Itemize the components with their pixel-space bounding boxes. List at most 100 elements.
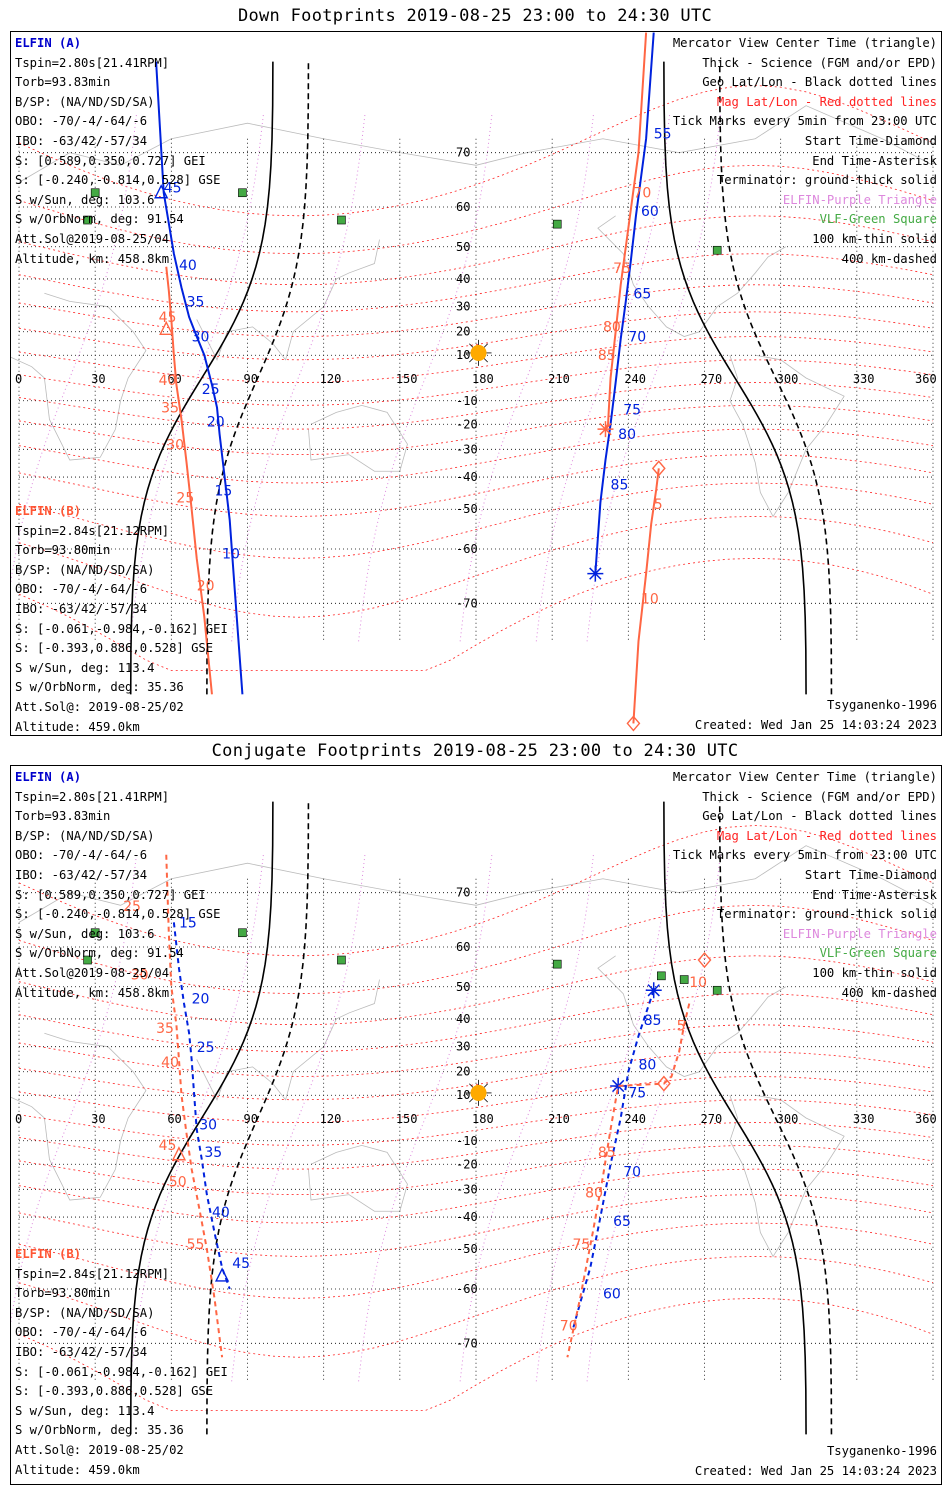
legend-line: 100 km-thin solid [812, 231, 937, 246]
elfin-b-info-line: S: [-0.393,0.886,0.528] GSE [15, 1384, 214, 1399]
vlf-station [83, 955, 92, 965]
elfin-a-info-line: Torb=93.83min [15, 809, 111, 824]
lon-tick-label: 150 [396, 1112, 418, 1126]
legend-line: Mercator View Center Time (triangle) [672, 36, 937, 50]
series-line [594, 32, 655, 574]
vlf-station [552, 219, 562, 229]
coastline-0 [18, 105, 934, 183]
series-elfin-a-east: 85 80 75 70 65 60 [571, 982, 662, 1331]
elfin-b-info-line: OBO: -70/-4/-64/-6 [15, 1325, 148, 1340]
asterisk-stroke [647, 984, 660, 997]
legend-line: ELFIN-Purple Triangle [782, 192, 937, 207]
series-elfin-a-: 15 20 25 30 35 40 45 [172, 916, 250, 1290]
lon-tick-label: 330 [853, 1112, 875, 1126]
lon-tick-label: 150 [396, 372, 418, 386]
elfin-a-info-line: S: [-0.240,-0.814,0.528] GSE [15, 907, 221, 922]
coastline-1 [11, 292, 147, 461]
series-tick-label: 15 [179, 916, 197, 932]
mag-parallel [18, 428, 934, 484]
mag-parallel [18, 1194, 934, 1257]
series-tick-label: 60 [641, 204, 659, 220]
elfin-b-info-line: B/SP: (NA/ND/SD/SA) [15, 1305, 155, 1320]
elfin-region-line [231, 114, 366, 642]
elfin-a-info-line: B/SP: (NA/ND/SD/SA) [15, 94, 155, 109]
elfin-a-info-line: IBO: -63/42/-57/34 [15, 133, 148, 148]
series-elfin-b-: 45 40 35 30 25 20 [159, 266, 215, 695]
mag-parallel [18, 1122, 934, 1170]
legend-line: 100 km-thin solid [812, 965, 937, 980]
elfin-a-info-line: S: [-0.240,-0.814,0.528] GSE [15, 173, 221, 188]
info-b-down: ELFIN (B) Tspin=2.84s[21.12RPM] Torb=93.80… [15, 502, 228, 735]
created-down: Created: Wed Jan 25 14:03:24 2023 [694, 718, 937, 732]
elfin-b-info-line: S w/OrbNorm, deg: 35.36 [15, 680, 184, 695]
elfin-a-info-line: B/SP: (NA/ND/SD/SA) [15, 828, 155, 843]
elfin-region-lines [11, 114, 721, 642]
elfin-a-info-line: S w/Sun, deg: 103.6 [15, 192, 155, 207]
end-time-asterisk [587, 565, 604, 582]
series-elfin-b-south: 5 10 [626, 460, 666, 732]
map-conjugate: 0 30 60 90 120 150 180 210 240 270 300 330 360 70 60 50… [11, 801, 937, 1435]
info-a-conjugate: ELFIN (A) Tspin=2.80s[21.41RPM] Torb=93.83… [15, 768, 220, 1003]
series-line [604, 32, 648, 430]
elfin-a-header: ELFIN (A) [15, 770, 82, 784]
elfin-a-info-line: S: [0.589,0.350,0.727] GEI [15, 153, 206, 168]
lon-tick-label: 120 [320, 372, 342, 386]
mag-parallel [18, 215, 934, 286]
vlf-station [337, 955, 346, 965]
legend-line: Terminator: ground-thick solid [716, 907, 937, 922]
lat-tick-label: -70 [456, 596, 478, 610]
lon-tick-label: 90 [244, 1112, 258, 1126]
coastline-3 [308, 404, 408, 472]
lat-tick-label: 40 [456, 1012, 470, 1026]
elfin-b-info-line: Tspin=2.84s[21.12RPM] [15, 1266, 170, 1281]
vlf-station [238, 188, 247, 198]
info-a-down: ELFIN (A) Tspin=2.80s[21.41RPM] Torb=93.83… [15, 34, 220, 269]
vlf-station [90, 928, 100, 938]
series-tick-label: 85 [644, 1013, 662, 1029]
mag-grid [18, 825, 934, 1411]
series-tick-label: 70 [560, 1319, 578, 1335]
mag-parallel [18, 825, 934, 957]
series-tick-label: 85 [611, 477, 629, 493]
coastline-4 [597, 955, 786, 1077]
legend-line: Tick Marks every 5min from 23:00 UTC [672, 848, 937, 863]
lon-tick-label: 270 [701, 372, 723, 386]
coastline-2 [196, 979, 380, 1101]
elfin-region-line [358, 114, 493, 642]
mag-parallel [18, 1144, 934, 1196]
map-down: 0 30 60 90 120 150 180 210 240 270 300 330 360 70 60 50… [11, 32, 937, 732]
title-conjugate: Conjugate Footprints 2019-08-25 23:00 to… [211, 741, 739, 761]
elfin-a-info-line: Altitude, km: 458.8km [15, 985, 170, 1000]
series-tick-label: 55 [654, 127, 672, 143]
series-tick-label: 35 [204, 1145, 222, 1161]
elfin-b-info-line: Att.Sol@: 2019-08-25/02 [15, 699, 184, 714]
elfin-a-info-line: OBO: -70/-4/-64/-6 [15, 114, 148, 129]
legend-line: Terminator: ground-thick solid [716, 173, 937, 188]
series-line [566, 1003, 691, 1358]
panel-conjugate: 0 30 60 90 120 150 180 210 240 270 300 330 360 70 60 50… [10, 765, 942, 1485]
coastlines [11, 845, 934, 1258]
elfin-b-info-line: Altitude: 459.0km [15, 719, 140, 734]
elfin-a-info-line: Torb=93.83min [15, 75, 111, 90]
series-tick-label: 25 [123, 899, 141, 915]
panel-down: 0 30 60 90 120 150 180 210 240 270 300 330 360 70 60 50… [10, 31, 942, 736]
series-elfin-a-: 45 40 35 30 25 20 15 10 [154, 61, 244, 695]
series-tick-label: 35 [161, 400, 179, 416]
legend-conjugate: Mercator View Center Time (triangle) Thic… [673, 768, 937, 1003]
series-line [172, 922, 231, 1290]
series-tick-label: 5 [654, 497, 663, 513]
terminator [129, 61, 833, 695]
series-tick-label: 80 [603, 320, 621, 336]
elfin-b-info-line: S: [-0.061,-0.984,-0.162] GEI [15, 1364, 228, 1379]
series-tick-label: 25 [202, 382, 220, 398]
series-line [165, 266, 213, 695]
lat-tick-label: 20 [456, 1065, 470, 1079]
mag-parallel [18, 359, 934, 406]
mag-parallel [18, 1051, 934, 1101]
sun-disc [470, 344, 487, 361]
legend-line: Start Time-Diamond [804, 133, 937, 148]
elfin-a-header: ELFIN (A) [15, 36, 82, 50]
mag-parallel [18, 1099, 934, 1146]
series-tick-label: 20 [192, 992, 210, 1008]
center-time-triangle [154, 184, 169, 199]
